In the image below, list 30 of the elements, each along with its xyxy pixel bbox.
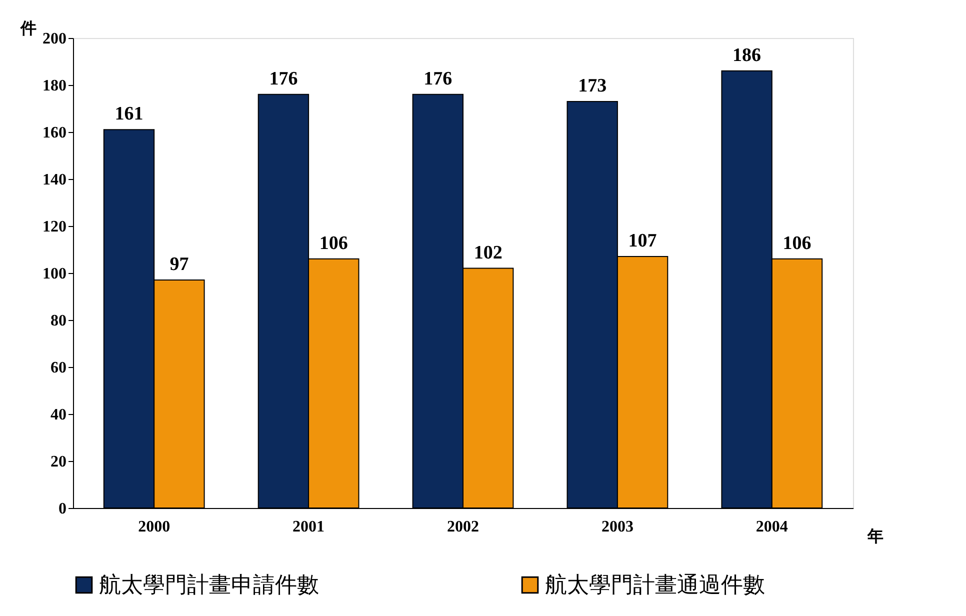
data-label: 102 [474,242,502,264]
data-label: 161 [114,104,144,125]
x-tick-label: 2004 [756,518,788,536]
legend-label: 航太學門計畫申請件數 [99,573,319,598]
data-label: 97 [170,254,190,276]
data-label: 107 [628,230,658,252]
data-label: 186 [732,44,762,66]
y-tick-label: 140 [42,172,66,188]
y-tick-label: 20 [50,454,66,470]
y-tick-label: 200 [42,30,66,48]
data-label: 176 [269,68,298,90]
y-tick-label: 40 [50,406,66,424]
data-label: 176 [424,68,452,90]
y-axis-title: 件 [20,18,36,38]
y-tick-label: 160 [42,124,66,142]
y-tick-label: 60 [50,360,66,376]
data-label: 173 [578,75,607,96]
y-tick-label: 180 [42,78,66,94]
x-tick-label: 2001 [292,518,325,536]
legend-label: 航太學門計畫通過件數 [545,573,765,598]
y-tick-label: 80 [50,312,66,330]
data-label: 106 [319,232,348,254]
x-axis-title: 年 [866,526,884,546]
x-tick-label: 2002 [447,518,479,536]
y-tick-label: 120 [42,218,66,236]
y-tick-label: 0 [58,500,66,518]
x-tick-label: 2000 [138,518,170,536]
x-tick-label: 2003 [601,518,634,536]
data-label: 106 [782,232,812,254]
y-tick-label: 100 [42,266,66,282]
